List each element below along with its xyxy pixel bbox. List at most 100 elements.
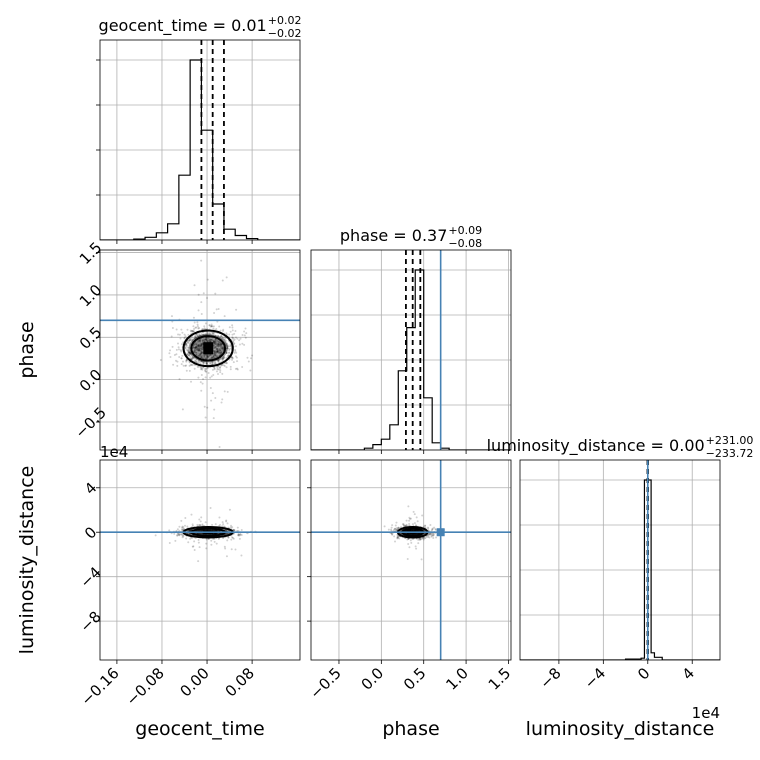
sample-point xyxy=(219,369,222,372)
x-tick-label-geocent_time: 0.08 xyxy=(222,664,258,700)
sample-point xyxy=(213,367,216,370)
sample-point xyxy=(200,342,203,345)
sample-point xyxy=(214,532,217,535)
sample-point xyxy=(173,354,176,357)
sample-point xyxy=(213,361,216,364)
sample-point xyxy=(212,327,215,330)
sample-point xyxy=(203,354,206,357)
y-tick-label-phase: 1.5 xyxy=(76,238,106,268)
sample-point xyxy=(190,363,193,366)
sample-point xyxy=(214,339,217,342)
sample-point xyxy=(187,342,190,345)
sample-point xyxy=(197,293,200,296)
sample-point xyxy=(431,528,434,531)
sample-point xyxy=(219,343,222,346)
sample-point xyxy=(180,533,183,536)
sample-point xyxy=(183,336,186,339)
sample-point xyxy=(216,344,219,347)
sample-point xyxy=(233,342,236,345)
sample-point xyxy=(181,360,184,363)
sample-point xyxy=(203,340,206,343)
sample-point xyxy=(228,351,231,354)
sample-point xyxy=(225,351,228,354)
panel-title-text: luminosity_distance = 0.00 xyxy=(487,436,705,456)
sample-point xyxy=(210,338,213,341)
panel-phase-geocent_time xyxy=(96,249,301,454)
sample-point xyxy=(394,540,397,543)
sample-point xyxy=(199,368,202,371)
sample-point xyxy=(198,340,201,343)
sample-point xyxy=(214,341,217,344)
sample-point xyxy=(213,354,216,357)
sample-point xyxy=(192,545,195,548)
sample-point xyxy=(197,348,200,351)
sample-point xyxy=(214,338,217,341)
sample-point xyxy=(214,343,217,346)
sample-point xyxy=(200,352,203,355)
sample-point xyxy=(196,346,199,349)
sample-point xyxy=(202,362,205,365)
sample-point xyxy=(226,344,229,347)
sample-point xyxy=(178,525,181,528)
sample-point xyxy=(214,529,217,532)
sample-point xyxy=(221,346,224,349)
sample-point xyxy=(206,406,209,409)
sample-point xyxy=(397,536,400,539)
sample-point xyxy=(407,532,410,535)
sample-point xyxy=(206,339,209,342)
sample-point xyxy=(220,334,223,337)
sample-point xyxy=(401,523,404,526)
sample-point xyxy=(185,364,188,367)
sample-point xyxy=(203,325,206,328)
grid xyxy=(311,250,511,450)
sample-point xyxy=(231,357,234,360)
sample-point xyxy=(199,345,202,348)
sample-point xyxy=(213,408,216,411)
sample-point xyxy=(200,355,203,358)
sample-point xyxy=(218,349,221,352)
sample-point xyxy=(221,358,224,361)
sample-point xyxy=(196,344,199,347)
y-axis-label: luminosity_distance xyxy=(16,466,38,655)
sample-point xyxy=(204,338,207,341)
sample-point xyxy=(176,534,179,537)
sample-point xyxy=(189,351,192,354)
sample-point xyxy=(190,358,193,361)
sample-point xyxy=(189,338,192,341)
sample-point xyxy=(218,351,221,354)
sample-point xyxy=(212,356,215,359)
sample-point xyxy=(185,369,188,372)
sample-point xyxy=(197,343,200,346)
sample-point xyxy=(216,366,219,369)
sample-point xyxy=(390,526,393,529)
sample-point xyxy=(195,345,198,348)
sample-point xyxy=(391,524,394,527)
sample-point xyxy=(198,347,201,350)
sample-point xyxy=(197,344,200,347)
sample-point xyxy=(213,537,216,540)
sample-point xyxy=(208,339,211,342)
sample-point xyxy=(194,347,197,350)
truth-marker xyxy=(436,528,445,537)
sample-point xyxy=(182,534,185,537)
sample-point xyxy=(205,338,208,341)
sample-point xyxy=(175,353,178,356)
sample-point xyxy=(222,348,225,351)
sample-point xyxy=(237,533,240,536)
sample-point xyxy=(197,560,200,563)
sample-point xyxy=(228,508,231,511)
sample-point xyxy=(197,365,200,368)
sample-point xyxy=(185,359,188,362)
sample-point xyxy=(175,529,178,532)
sample-point xyxy=(188,339,191,342)
sample-point xyxy=(391,533,394,536)
sample-point xyxy=(168,352,171,355)
panel-luminosity_distance-geocent_time xyxy=(96,459,301,664)
sample-point xyxy=(216,350,219,353)
sample-point xyxy=(185,343,188,346)
sample-point xyxy=(194,326,197,329)
sample-point xyxy=(222,357,225,360)
panel-frame xyxy=(310,249,512,451)
sample-point xyxy=(199,349,202,352)
